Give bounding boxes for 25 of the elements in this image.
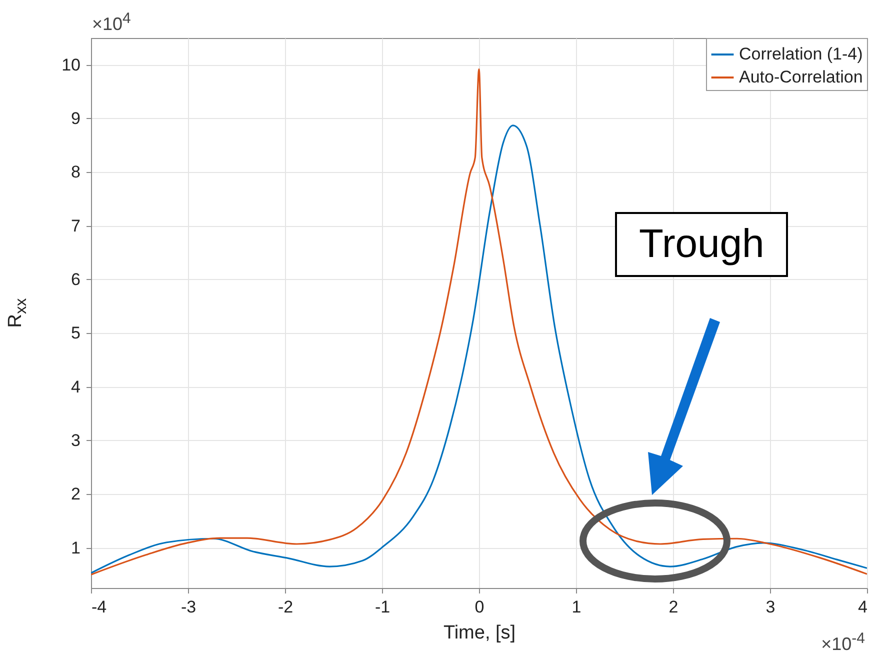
legend-label: Correlation (1-4) (739, 44, 863, 64)
y-tick-label: 1 (71, 538, 80, 558)
annotation: Trough (615, 212, 788, 277)
x-tick-label: -3 (180, 598, 196, 616)
x-tick-label: -1 (374, 598, 390, 616)
y-tick-label: 7 (71, 216, 80, 236)
text: ×10$^{-4}$ (821, 630, 865, 655)
x-tick-label: -4 (92, 598, 107, 616)
x-tick-label: -2 (278, 598, 294, 616)
y-tick-label: 6 (71, 270, 80, 289)
x-tick-label: 1 (572, 598, 582, 616)
x-axis-title: Time, [s] (443, 622, 516, 644)
y-tick-label: 8 (71, 162, 80, 182)
y-tick-label: 10 (62, 55, 80, 74)
y-tick-label: 5 (71, 324, 80, 343)
x-tick-label: 4 (858, 598, 868, 616)
x-tick-label: 0 (474, 598, 484, 616)
y-tick-label: 3 (71, 430, 80, 450)
y-tick-label: 9 (71, 108, 80, 128)
y-tick-label: 2 (71, 484, 80, 504)
text: ×10$^{4}$ (92, 10, 131, 35)
legend-label: Auto-Correlation (739, 68, 863, 86)
x-tick-label: 2 (668, 598, 678, 616)
x-tick-label: 3 (766, 598, 776, 616)
y-tick-label: 4 (71, 377, 80, 396)
